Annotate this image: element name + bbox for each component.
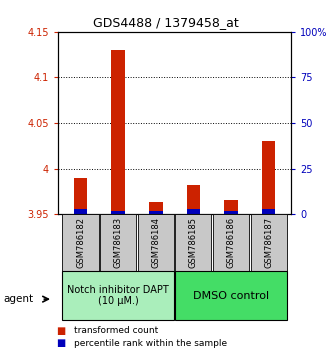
- Bar: [149, 202, 163, 214]
- Bar: [251, 214, 287, 271]
- Text: agent: agent: [3, 294, 33, 304]
- Bar: [149, 211, 163, 214]
- Bar: [262, 141, 275, 214]
- Bar: [100, 214, 136, 271]
- Text: GSM786184: GSM786184: [151, 217, 160, 268]
- Text: DMSO control: DMSO control: [193, 291, 269, 301]
- Text: transformed count: transformed count: [74, 326, 159, 336]
- Bar: [74, 178, 87, 214]
- Text: Notch inhibitor DAPT
(10 μM.): Notch inhibitor DAPT (10 μM.): [67, 285, 169, 307]
- Text: GSM786182: GSM786182: [76, 217, 85, 268]
- Bar: [112, 50, 125, 214]
- Text: GSM786185: GSM786185: [189, 217, 198, 268]
- Bar: [262, 209, 275, 214]
- Text: ■: ■: [56, 338, 66, 348]
- Bar: [63, 271, 174, 320]
- Text: percentile rank within the sample: percentile rank within the sample: [74, 339, 228, 348]
- Text: GSM786187: GSM786187: [264, 217, 273, 268]
- Bar: [187, 185, 200, 214]
- Bar: [224, 200, 238, 214]
- Text: GDS4488 / 1379458_at: GDS4488 / 1379458_at: [93, 16, 238, 29]
- Bar: [138, 214, 174, 271]
- Bar: [187, 209, 200, 214]
- Bar: [224, 211, 238, 214]
- Text: ■: ■: [56, 326, 66, 336]
- Bar: [74, 209, 87, 214]
- Bar: [63, 214, 99, 271]
- Text: GSM786186: GSM786186: [226, 217, 236, 268]
- Text: GSM786183: GSM786183: [114, 217, 123, 268]
- Bar: [112, 211, 125, 214]
- Bar: [213, 214, 249, 271]
- Bar: [175, 214, 212, 271]
- Bar: [175, 271, 287, 320]
